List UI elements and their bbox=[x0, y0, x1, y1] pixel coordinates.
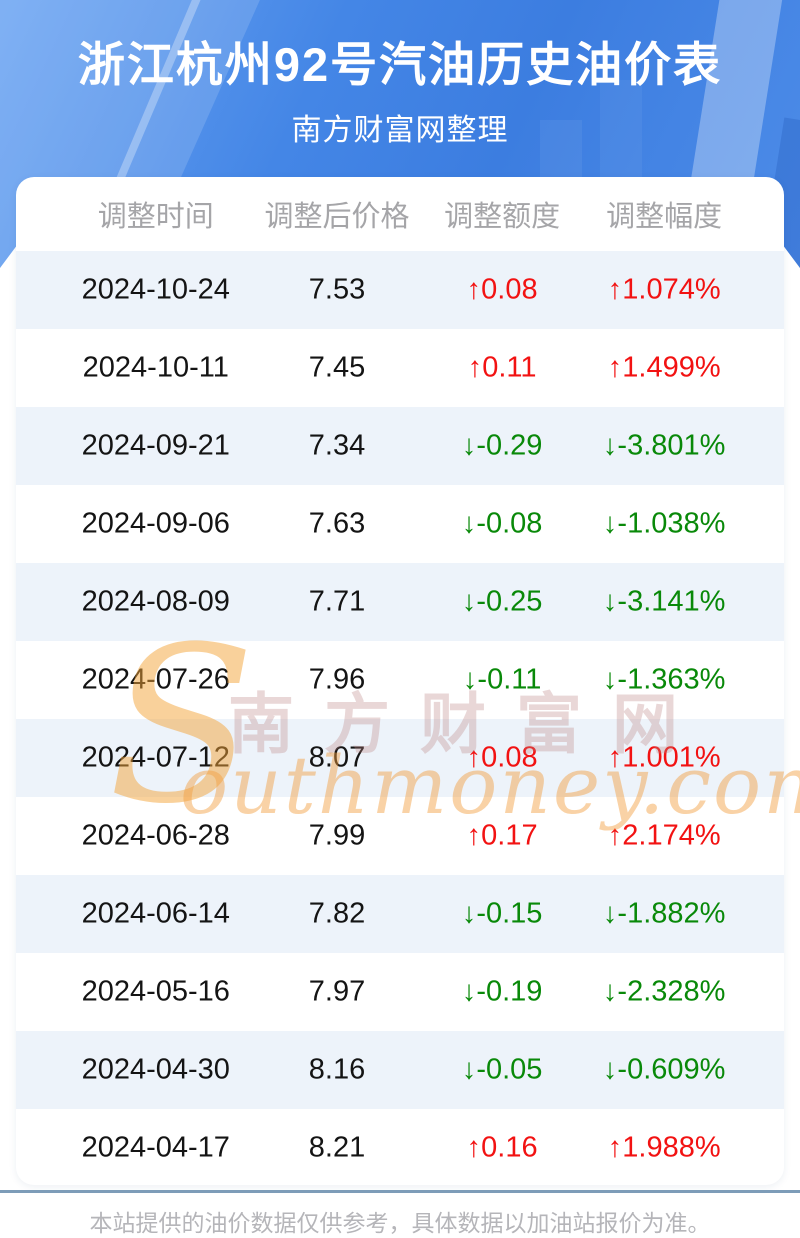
cell-date: 2024-07-12 bbox=[81, 741, 230, 774]
cell-change: ↑0.08 bbox=[466, 273, 538, 306]
cell-change: ↓-0.15 bbox=[461, 897, 543, 930]
cell-date: 2024-10-11 bbox=[82, 351, 229, 384]
cell-percent: ↓-3.801% bbox=[602, 429, 726, 462]
table-row: 2024-04-30 8.16 ↓-0.05 ↓-0.609% bbox=[16, 1031, 784, 1109]
cell-change: ↓-0.08 bbox=[461, 507, 543, 540]
cell-date: 2024-07-26 bbox=[81, 663, 230, 696]
price-table-card: 调整时间 调整后价格 调整额度 调整幅度 2024-10-24 7.53 ↑0.08… bbox=[16, 177, 784, 1185]
cell-percent: ↓-2.328% bbox=[602, 975, 726, 1008]
table-row: 2024-04-17 8.21 ↑0.16 ↑1.988% bbox=[16, 1109, 784, 1185]
footer-divider bbox=[0, 1190, 800, 1193]
table-body: 2024-10-24 7.53 ↑0.08 ↑1.074% 2024-10-11 7.45… bbox=[16, 251, 784, 1185]
cell-price: 7.99 bbox=[308, 819, 366, 852]
cell-percent: ↑1.074% bbox=[607, 273, 721, 306]
cell-change: ↓-0.05 bbox=[461, 1053, 543, 1086]
cell-date: 2024-04-17 bbox=[81, 1131, 230, 1164]
cell-date: 2024-09-06 bbox=[81, 507, 230, 540]
table-row: 2024-10-11 7.45 ↑0.11 ↑1.499% bbox=[16, 329, 784, 407]
cell-price: 7.82 bbox=[308, 897, 366, 930]
cell-change: ↓-0.19 bbox=[461, 975, 543, 1008]
cell-date: 2024-04-30 bbox=[81, 1053, 230, 1086]
cell-percent: ↑1.988% bbox=[607, 1131, 721, 1164]
cell-change: ↓-0.11 bbox=[462, 663, 542, 696]
cell-change: ↓-0.29 bbox=[461, 429, 543, 462]
footer-note: 本站提供的油价数据仅供参考，具体数据以加油站报价为准。 bbox=[89, 1210, 711, 1236]
cell-price: 7.97 bbox=[308, 975, 366, 1008]
column-header-price: 调整后价格 bbox=[264, 201, 410, 233]
table-row: 2024-06-14 7.82 ↓-0.15 ↓-1.882% bbox=[16, 875, 784, 953]
cell-price: 7.96 bbox=[308, 663, 366, 696]
cell-change: ↓-0.25 bbox=[461, 585, 543, 618]
page-title: 浙江杭州92号汽油历史油价表 bbox=[77, 38, 723, 91]
cell-price: 7.63 bbox=[308, 507, 366, 540]
cell-date: 2024-06-28 bbox=[81, 819, 230, 852]
cell-percent: ↑2.174% bbox=[607, 819, 721, 852]
column-header-change: 调整额度 bbox=[444, 201, 561, 233]
cell-price: 8.07 bbox=[308, 741, 366, 774]
cell-change: ↑0.11 bbox=[467, 351, 537, 384]
cell-change: ↑0.16 bbox=[466, 1131, 538, 1164]
cell-date: 2024-08-09 bbox=[81, 585, 230, 618]
table-row: 2024-06-28 7.99 ↑0.17 ↑2.174% bbox=[16, 797, 784, 875]
table-row: 2024-07-26 7.96 ↓-0.11 ↓-1.363% bbox=[16, 641, 784, 719]
cell-price: 7.34 bbox=[308, 429, 366, 462]
table-row: 2024-08-09 7.71 ↓-0.25 ↓-3.141% bbox=[16, 563, 784, 641]
column-header-date: 调整时间 bbox=[97, 201, 214, 233]
cell-date: 2024-05-16 bbox=[81, 975, 230, 1008]
table-row: 2024-07-12 8.07 ↑0.08 ↑1.001% bbox=[16, 719, 784, 797]
cell-change: ↑0.17 bbox=[466, 819, 538, 852]
cell-date: 2024-06-14 bbox=[81, 897, 230, 930]
table-row: 2024-09-21 7.34 ↓-0.29 ↓-3.801% bbox=[16, 407, 784, 485]
cell-price: 7.45 bbox=[308, 351, 366, 384]
cell-percent: ↓-1.363% bbox=[602, 663, 726, 696]
cell-price: 8.21 bbox=[308, 1131, 366, 1164]
cell-percent: ↓-0.609% bbox=[602, 1053, 726, 1086]
page-subtitle: 南方财富网整理 bbox=[291, 114, 509, 147]
cell-date: 2024-10-24 bbox=[81, 273, 230, 306]
table-row: 2024-09-06 7.63 ↓-0.08 ↓-1.038% bbox=[16, 485, 784, 563]
cell-percent: ↑1.001% bbox=[607, 741, 721, 774]
cell-percent: ↓-3.141% bbox=[602, 585, 726, 618]
cell-price: 8.16 bbox=[308, 1053, 366, 1086]
table-row: 2024-05-16 7.97 ↓-0.19 ↓-2.328% bbox=[16, 953, 784, 1031]
cell-change: ↑0.08 bbox=[466, 741, 538, 774]
cell-percent: ↑1.499% bbox=[607, 351, 721, 384]
table-row: 2024-10-24 7.53 ↑0.08 ↑1.074% bbox=[16, 251, 784, 329]
table-header-row: 调整时间 调整后价格 调整额度 调整幅度 bbox=[16, 177, 784, 251]
cell-date: 2024-09-21 bbox=[81, 429, 230, 462]
cell-price: 7.53 bbox=[308, 273, 366, 306]
column-header-percent: 调整幅度 bbox=[606, 201, 723, 233]
cell-percent: ↓-1.882% bbox=[602, 897, 726, 930]
cell-percent: ↓-1.038% bbox=[602, 507, 726, 540]
cell-price: 7.71 bbox=[308, 585, 366, 618]
